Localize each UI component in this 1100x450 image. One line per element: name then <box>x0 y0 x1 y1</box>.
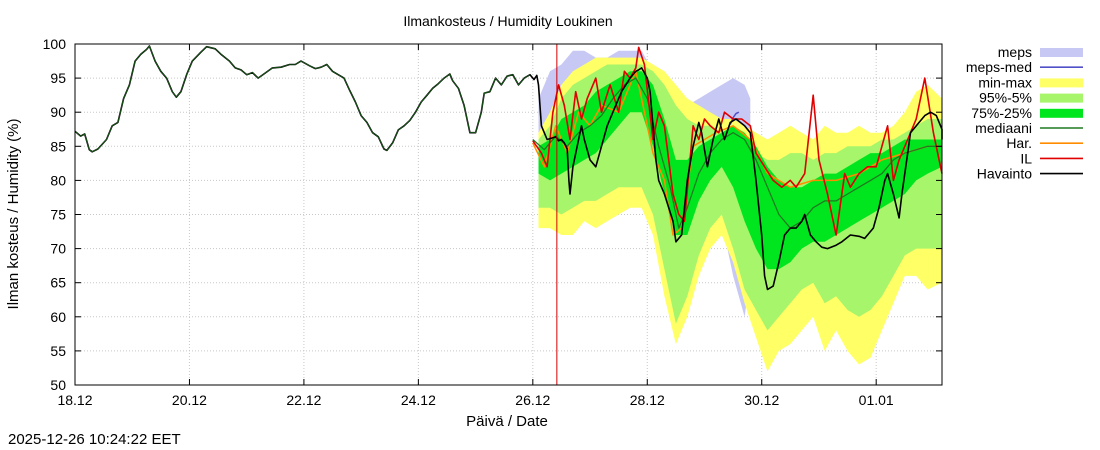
y-axis-label: Ilman kosteus / Humidity (%) <box>5 119 22 310</box>
x-tick-label: 24.12 <box>401 392 436 408</box>
legend-label: Havainto <box>977 166 1032 182</box>
legend-swatch <box>1040 78 1083 88</box>
y-tick-label: 100 <box>43 36 67 52</box>
legend-swatch <box>1040 93 1083 103</box>
x-tick-label: 22.12 <box>286 392 321 408</box>
y-tick-label: 55 <box>50 343 66 359</box>
x-tick-label: 30.12 <box>744 392 779 408</box>
x-tick-label: 20.12 <box>172 392 207 408</box>
p75-25-band <box>538 71 942 270</box>
x-tick-label: 28.12 <box>630 392 665 408</box>
y-tick-label: 80 <box>50 172 66 188</box>
legend-label: IL <box>1020 150 1032 166</box>
bands <box>538 50 942 372</box>
x-tick-label: 18.12 <box>57 392 92 408</box>
legend-label: Har. <box>1006 135 1032 151</box>
y-tick-label: 75 <box>50 207 66 223</box>
il-line <box>532 46 943 236</box>
x-tick-label: 26.12 <box>515 392 550 408</box>
series-lines <box>74 45 943 291</box>
axis-ticks: 50 55 60 65 70 75 80 85 90 95 100 18.12 20.12 22.12 24… <box>43 36 942 408</box>
legend-label: 95%-5% <box>979 90 1032 106</box>
legend-label: meps-med <box>966 59 1032 75</box>
timestamp: 2025-12-26 10:24:22 EET <box>8 431 181 448</box>
legend-label: mediaani <box>975 120 1032 136</box>
median-line <box>532 77 942 229</box>
y-tick-label: 90 <box>50 104 66 120</box>
x-axis-label: Päivä / Date <box>466 413 548 430</box>
chart-title: Ilmankosteus / Humidity Loukinen <box>403 13 612 29</box>
y-tick-label: 65 <box>50 275 66 291</box>
legend: mepsmeps-medmin-max95%-5%75%-25%mediaani… <box>966 44 1083 182</box>
legend-label: min-max <box>978 74 1032 90</box>
y-tick-label: 95 <box>50 70 66 86</box>
legend-swatch <box>1040 108 1083 118</box>
legend-label: 75%-25% <box>971 105 1032 121</box>
x-tick-label: 01.01 <box>859 392 894 408</box>
observation-history-overlay <box>74 45 531 153</box>
y-tick-label: 50 <box>50 377 66 393</box>
legend-label: meps <box>998 44 1032 60</box>
y-tick-label: 85 <box>50 138 66 154</box>
y-tick-label: 60 <box>50 309 66 325</box>
y-tick-label: 70 <box>50 241 66 257</box>
legend-swatch <box>1040 48 1083 57</box>
